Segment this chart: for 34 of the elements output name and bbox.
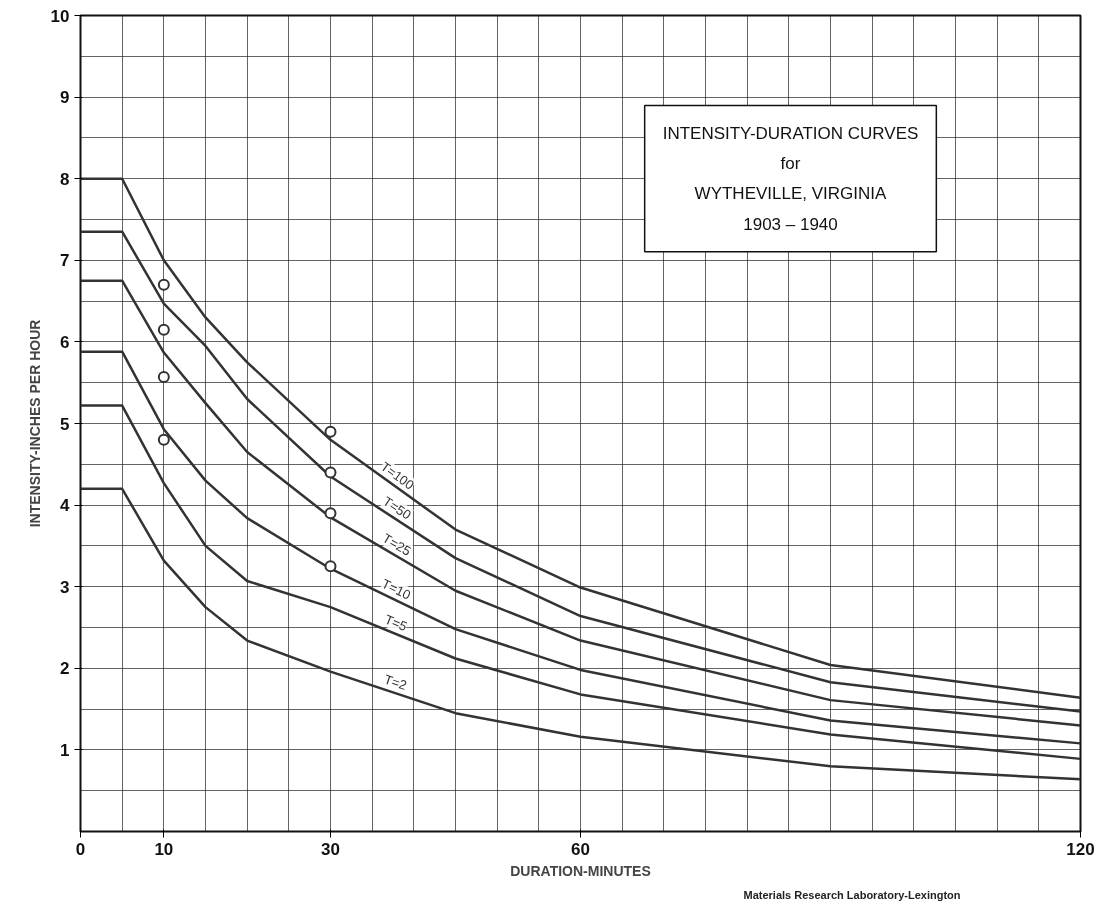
line-series — [80, 404, 1081, 761]
y-axis-title: INTENSITY-INCHES PER HOUR — [26, 319, 43, 528]
text: T=25 — [380, 530, 414, 559]
x-tick-label: 0 — [75, 839, 86, 859]
text: Materials Research Laboratory-Lexington — [743, 888, 961, 901]
y-tick-label: 9 — [60, 88, 70, 108]
text: T=5 — [382, 611, 410, 635]
point — [157, 433, 170, 446]
text: INTENSITY-DURATION CURVES for WYTHEVILLE, VIRGINIA 1903 – 1940 — [662, 123, 919, 234]
y-tick-label: 3 — [60, 577, 70, 597]
x-tick-label: 30 — [321, 839, 340, 859]
point — [157, 323, 170, 336]
x-tick-label: 60 — [571, 839, 590, 859]
y-tick-label: 1 — [60, 740, 70, 760]
text: T=10 — [379, 575, 414, 603]
y-tick-label: 6 — [60, 332, 70, 352]
line-series — [80, 350, 1081, 745]
x-axis-title: DURATION-MINUTES — [510, 862, 651, 879]
x-tick-label: 120 — [1066, 839, 1095, 859]
line-series — [80, 487, 1081, 781]
point — [324, 425, 337, 438]
point — [324, 466, 337, 479]
x-tick-label: 10 — [154, 839, 174, 859]
point — [324, 560, 337, 573]
y-tick-label: 2 — [60, 659, 70, 679]
y-tick-label: 4 — [60, 496, 71, 516]
y-tick-label: 10 — [50, 6, 70, 26]
point — [157, 371, 170, 383]
point — [157, 278, 170, 291]
y-tick-label: 8 — [60, 169, 70, 189]
point — [324, 507, 337, 520]
y-tick-label: 7 — [60, 251, 70, 271]
y-tick-label: 5 — [60, 414, 70, 434]
text: T=2 — [382, 671, 409, 693]
